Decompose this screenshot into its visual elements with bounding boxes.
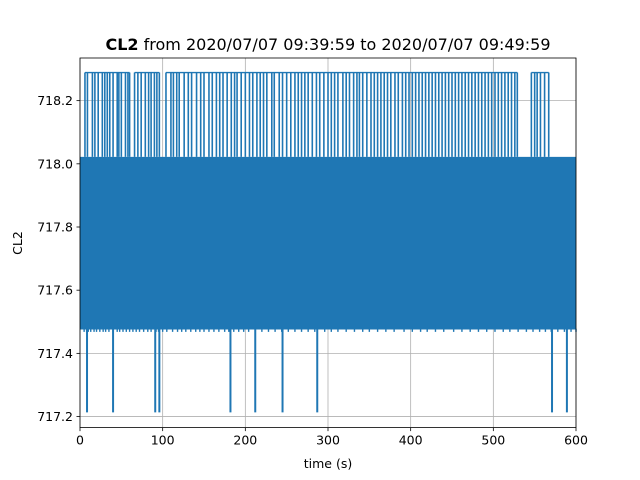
signal-band — [80, 156, 576, 329]
chart-title-channel: CL2 — [105, 35, 138, 54]
y-axis-label: CL2 — [10, 231, 25, 255]
y-tick-label: 717.4 — [37, 346, 73, 361]
chart-title: CL2 from 2020/07/07 09:39:59 to 2020/07/… — [105, 35, 550, 54]
chart-title-range: from 2020/07/07 09:39:59 to 2020/07/07 0… — [139, 35, 551, 54]
x-tick-label: 400 — [399, 433, 423, 448]
y-tick-label: 717.8 — [37, 220, 73, 235]
data-series-line — [80, 71, 577, 413]
x-tick-label: 0 — [76, 433, 84, 448]
y-tick-label: 717.2 — [37, 409, 73, 424]
y-tick-label: 717.6 — [37, 283, 73, 298]
x-tick-label: 500 — [481, 433, 505, 448]
y-tick-label: 718.0 — [37, 156, 73, 171]
x-tick-label: 300 — [316, 433, 340, 448]
x-tick-label: 200 — [233, 433, 257, 448]
x-tick-label: 600 — [564, 433, 588, 448]
tick-layer: 0 100 200 300 400 500 600 717.2 717.4 717.6 717.8 7… — [37, 93, 588, 447]
x-tick-label: 100 — [151, 433, 175, 448]
y-tick-label: 718.2 — [37, 93, 73, 108]
x-axis-label: time (s) — [304, 456, 352, 471]
